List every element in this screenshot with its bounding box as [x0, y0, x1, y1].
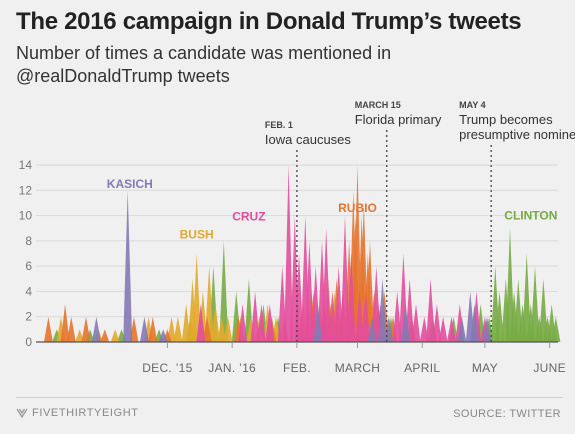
annotation-date: MARCH 15: [355, 100, 401, 110]
clinton-spike: [495, 291, 504, 342]
brand-label: FIVETHIRTYEIGHT: [32, 407, 139, 419]
cruz-spike: [327, 291, 337, 342]
cruz-spike: [346, 253, 356, 342]
cruz-spike: [304, 240, 314, 342]
y-tick-label: 6: [25, 259, 32, 273]
rubio-spike: [148, 316, 158, 342]
cruz-spike: [447, 316, 456, 342]
series-label-rubio: RUBIO: [338, 201, 377, 215]
kasich-spike: [91, 316, 101, 342]
y-tick-label: 4: [25, 284, 32, 298]
bush-spike: [110, 329, 120, 342]
y-tick-label: 12: [19, 183, 33, 197]
rubio-spike: [43, 316, 53, 342]
cruz-spike: [432, 304, 442, 342]
annotation-date: FEB. 1: [265, 120, 293, 130]
brand: FIVETHIRTYEIGHT: [16, 407, 139, 419]
y-tick-label: 0: [25, 335, 32, 349]
page-title: The 2016 campaign in Donald Trump’s twee…: [16, 8, 522, 35]
bush-spike: [223, 316, 233, 342]
cruz-spike: [196, 304, 206, 342]
clinton-spike: [538, 278, 548, 342]
cruz-spike: [419, 316, 429, 342]
kasich-spike: [470, 304, 479, 342]
chart-areas: [43, 165, 561, 342]
y-tick-label: 10: [19, 209, 33, 223]
rubio-spike: [100, 329, 110, 342]
x-tick-label: MAY: [472, 361, 498, 375]
annotation-text: Iowa caucuses: [265, 132, 351, 147]
cruz-spike: [411, 304, 421, 342]
annotation-text: Trump becomes: [459, 112, 553, 127]
kasich-spike: [139, 316, 149, 342]
fivethirtyeight-logo-icon: [16, 408, 28, 419]
y-tick-label: 8: [25, 234, 32, 248]
cruz-spike: [294, 253, 304, 342]
rubio-spike: [81, 316, 91, 342]
kasich-spike: [401, 304, 410, 342]
kasich-spike: [158, 329, 168, 342]
x-tick-label: JAN. ’16: [208, 361, 256, 375]
series-label-cruz: CRUZ: [232, 210, 265, 224]
cruz-spike: [265, 304, 275, 342]
kasich-spike: [313, 304, 323, 342]
clinton-spike: [219, 240, 229, 342]
chart-annotations: FEB. 1 Iowa caucuses MARCH 15 Florida prima…: [265, 100, 575, 342]
x-tick-label: MARCH: [335, 361, 381, 375]
source-note: SOURCE: TWITTER: [453, 408, 561, 420]
cruz-spike: [426, 278, 436, 342]
kasich-spike: [123, 190, 133, 342]
x-tick-label: JUNE: [533, 361, 566, 375]
cruz-spike: [355, 291, 365, 342]
bush-spike: [75, 329, 85, 342]
y-tick-label: 2: [25, 310, 32, 324]
cruz-spike: [284, 165, 294, 342]
series-cruz: [196, 165, 490, 342]
cruz-spike: [340, 215, 350, 342]
cruz-spike: [238, 304, 248, 342]
area-chart: 0 2 4 6 8 10 12 14 DEC. ’15 JAN. ’16 FEB. MARCH APR…: [19, 100, 575, 375]
kasich-spike: [367, 316, 377, 342]
cruz-spike: [277, 266, 287, 342]
cruz-spike: [361, 291, 371, 342]
series-labels: KASICH BUSH CRUZ RUBIO CLINTON: [107, 177, 558, 242]
rubio-spike: [66, 316, 76, 342]
clinton-spike: [551, 316, 561, 342]
page-subtitle: Number of times a candidate was mentione…: [16, 43, 392, 86]
annotation: FEB. 1 Iowa caucuses: [265, 120, 351, 342]
bush-spike: [211, 304, 220, 342]
annotation-date: MAY 4: [459, 100, 486, 110]
annotation: MARCH 15 Florida primary: [355, 100, 442, 342]
kasich-spike: [482, 316, 492, 342]
bush-spike: [173, 316, 183, 342]
y-axis: 0 2 4 6 8 10 12 14: [19, 158, 33, 349]
cruz-spike: [438, 316, 448, 342]
series-label-kasich: KASICH: [107, 177, 153, 191]
bush-spike: [181, 304, 191, 342]
x-tick-label: APRIL: [404, 361, 440, 375]
cruz-spike: [392, 291, 402, 342]
cruz-spike: [256, 304, 266, 342]
bush-spike: [217, 316, 227, 342]
cruz-spike: [321, 228, 331, 342]
y-tick-label: 14: [19, 158, 33, 172]
rubio-spike: [202, 316, 212, 342]
kasich-spike: [457, 316, 467, 342]
series-label-clinton: CLINTON: [504, 208, 557, 222]
cruz-spike: [334, 266, 344, 342]
x-axis: DEC. ’15 JAN. ’16 FEB. MARCH APRIL MAY JUNE: [142, 342, 566, 375]
clinton-spike: [530, 266, 540, 342]
footer-divider: [16, 397, 563, 398]
annotation-text: presumptive nominee: [459, 127, 575, 142]
x-tick-label: FEB.: [283, 361, 311, 375]
rubio-spike: [60, 304, 70, 342]
x-tick-label: DEC. ’15: [142, 361, 192, 375]
kasich-spike: [378, 278, 387, 342]
annotation-text: Florida primary: [355, 112, 442, 127]
series-label-bush: BUSH: [180, 227, 214, 241]
series-kasich: [91, 190, 492, 342]
cruz-spike: [250, 291, 260, 342]
